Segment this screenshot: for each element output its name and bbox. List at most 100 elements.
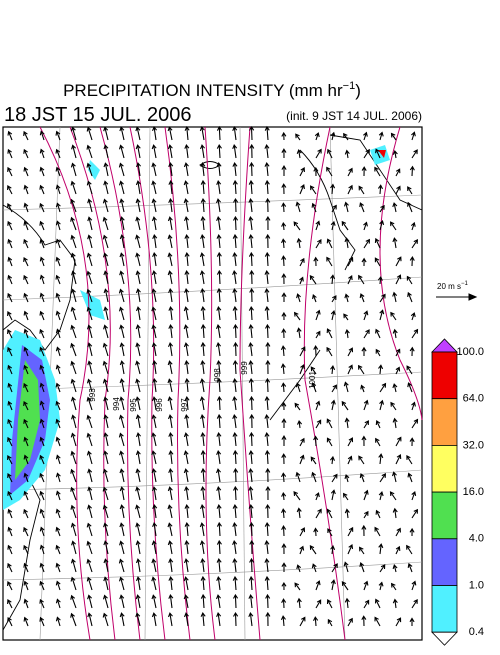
wind-arrow [281,273,287,285]
wind-arrow [55,490,61,501]
wind-arrow [7,581,13,591]
wind-arrow [347,256,354,267]
wind-arrow [55,436,61,447]
colorbar-segment [431,585,458,633]
wind-arrow [184,504,190,519]
wind-arrow [299,527,306,537]
wind-arrow [183,162,189,177]
wind-arrow [86,450,93,465]
wind-arrow [374,166,381,177]
wind-arrow [392,417,398,429]
wind-arrow [102,486,109,501]
map-frame [2,126,423,641]
wind-arrow [216,251,222,267]
wind-arrow [135,162,142,177]
wind-arrow [39,490,45,501]
wind-arrow [103,144,109,159]
wind-arrow [184,144,190,159]
wind-arrow [248,360,254,375]
wind-arrow [391,471,397,483]
wind-arrow [359,202,365,213]
wind-arrow [23,562,29,573]
colorbar-segment [431,538,458,586]
wind-arrow [55,292,61,303]
wind-arrow [55,202,61,213]
wind-arrow [200,306,206,321]
wind-arrow [23,292,29,303]
wind-arrow [315,330,321,339]
wind-arrow [310,366,317,375]
wind-arrow [363,420,369,429]
wind-arrow [135,504,141,519]
wind-arrow [151,540,157,555]
wind-arrow [151,144,157,159]
wind-arrow [392,383,398,393]
wind-arrow [295,382,301,393]
wind-arrow [347,167,353,177]
vector-legend-text: 20 m s [437,282,461,291]
wind-arrow [103,324,109,339]
wind-arrow [249,413,255,429]
wind-arrow [7,292,13,303]
wind-arrow [103,126,109,141]
wind-arrow [248,468,254,483]
wind-arrow [7,599,13,609]
wind-arrow [151,414,157,429]
wind-arrow [151,594,157,609]
wind-arrow [151,288,157,303]
wind-arrow [119,468,125,483]
wind-arrow [7,185,13,195]
wind-arrow [103,432,109,447]
wind-arrow [375,148,381,159]
wind-arrow [375,420,381,429]
wind-arrow [326,508,333,519]
wind-arrow [309,545,317,555]
wind-arrow [264,270,270,285]
wind-arrow [281,165,287,176]
wind-arrow [296,564,302,573]
wind-arrow [265,377,271,393]
wind-arrow [167,360,173,375]
wind-arrow [343,313,349,321]
wind-arrow [135,270,141,285]
wind-arrow [135,216,141,231]
wind-arrow [232,540,238,555]
wind-arrow [135,144,141,159]
wind-arrow [359,473,365,483]
wind-arrow [23,130,29,141]
wind-arrow [343,381,349,393]
wind-arrow [86,324,93,339]
wind-arrow [264,575,270,591]
wind-arrow [55,328,61,339]
wind-arrow [87,342,93,357]
wind-arrow [347,544,354,555]
wind-arrow [215,342,222,357]
wind-arrow [379,382,387,393]
wind-arrow [390,311,397,321]
wind-arrow [313,166,319,177]
wind-arrow [216,377,222,393]
wind-arrow [409,617,415,626]
wind-arrow [168,450,174,465]
wind-arrow [86,576,93,591]
wind-arrow [315,508,322,519]
wind-arrow [406,454,413,465]
wind-arrow [406,544,413,555]
wind-arrow [23,364,29,375]
wind-arrow [347,184,353,195]
wind-arrow [379,473,386,483]
wind-arrow [233,593,239,609]
wind-arrow [102,378,109,393]
wind-arrow [103,540,109,555]
wind-arrow [331,384,337,393]
wind-arrow [70,216,77,231]
wind-arrow [200,323,206,339]
wind-arrow [326,346,333,357]
wind-arrow [135,180,141,195]
wind-arrow [152,252,158,267]
wind-arrow [347,347,354,357]
wind-arrow [216,486,222,501]
wind-arrow [361,524,367,537]
wind-arrow [168,198,174,213]
wind-arrow [200,179,206,195]
